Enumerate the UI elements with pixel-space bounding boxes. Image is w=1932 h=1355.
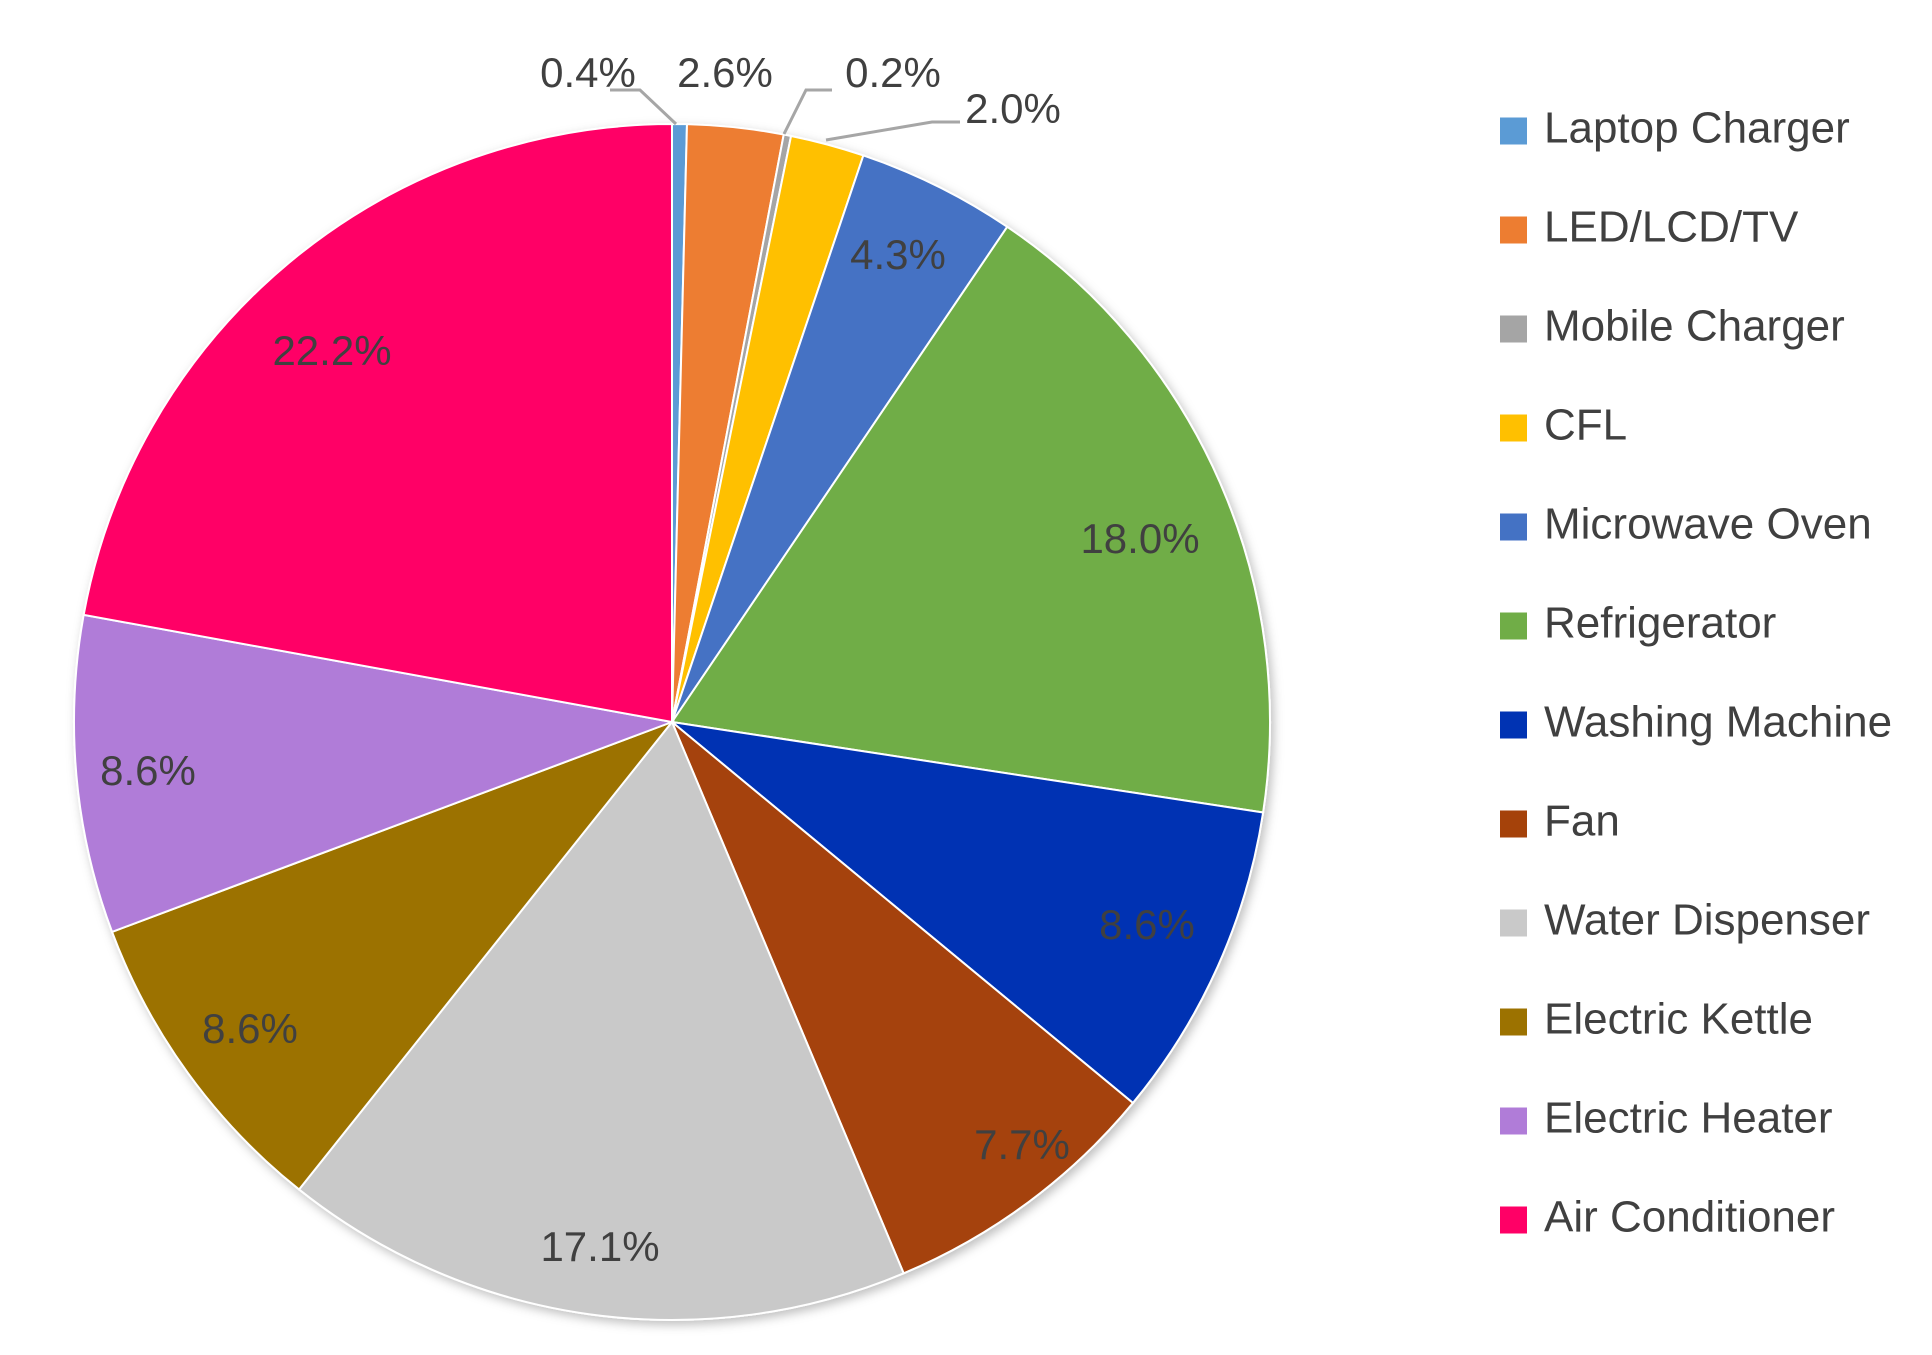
data-label-microwave-oven: 4.3% bbox=[850, 231, 946, 278]
leader-line-cfl bbox=[825, 120, 960, 142]
legend-item-fan: Fan bbox=[1500, 797, 1620, 846]
legend-label-water-dispenser: Water Dispenser bbox=[1544, 896, 1870, 945]
legend-swatch-refrigerator bbox=[1500, 612, 1527, 640]
leader-line-mobile-charger bbox=[782, 88, 832, 135]
legend: Laptop Charger LED/LCD/TV Mobile Charger CF… bbox=[1500, 104, 1892, 1242]
legend-label-mobile-charger: Mobile Charger bbox=[1544, 302, 1845, 351]
legend-swatch-mobile-charger bbox=[1500, 315, 1527, 343]
pie-slice-electric-heater bbox=[73, 613, 676, 934]
legend-label-laptop-charger: Laptop Charger bbox=[1544, 104, 1850, 153]
legend-item-led-lcd-tv: LED/LCD/TV bbox=[1500, 203, 1799, 252]
legend-label-air-conditioner: Air Conditioner bbox=[1544, 1193, 1835, 1242]
pie-slice-fan bbox=[671, 721, 1135, 1275]
data-label-electric-kettle: 8.6% bbox=[202, 1005, 298, 1052]
legend-item-cfl: CFL bbox=[1500, 401, 1627, 450]
legend-swatch-cfl bbox=[1500, 414, 1527, 442]
legend-item-washing-machine: Washing Machine bbox=[1500, 698, 1892, 747]
data-label-air-conditioner: 22.2% bbox=[272, 327, 391, 374]
data-label-led-lcd-tv: 2.6% bbox=[677, 49, 773, 96]
legend-swatch-electric-heater bbox=[1500, 1107, 1527, 1135]
data-label-fan: 7.7% bbox=[974, 1121, 1070, 1168]
legend-item-water-dispenser: Water Dispenser bbox=[1500, 896, 1870, 945]
legend-item-laptop-charger: Laptop Charger bbox=[1500, 104, 1850, 153]
leader-lines bbox=[610, 88, 960, 142]
data-label-mobile-charger: 0.2% bbox=[845, 49, 941, 96]
legend-swatch-fan bbox=[1500, 810, 1527, 838]
data-label-washing-machine: 8.6% bbox=[1099, 901, 1195, 948]
legend-swatch-water-dispenser bbox=[1500, 909, 1527, 937]
legend-swatch-led-lcd-tv bbox=[1500, 216, 1527, 244]
legend-swatch-washing-machine bbox=[1500, 711, 1527, 739]
legend-item-electric-heater: Electric Heater bbox=[1500, 1094, 1833, 1143]
legend-item-electric-kettle: Electric Kettle bbox=[1500, 995, 1813, 1044]
legend-item-air-conditioner: Air Conditioner bbox=[1500, 1193, 1835, 1242]
legend-swatch-air-conditioner bbox=[1500, 1206, 1527, 1234]
pie-slice-electric-kettle bbox=[110, 719, 676, 1191]
data-label-water-dispenser: 17.1% bbox=[540, 1223, 659, 1270]
data-label-laptop-charger: 0.4% bbox=[540, 49, 636, 96]
data-label-electric-heater: 8.6% bbox=[100, 747, 196, 794]
legend-label-led-lcd-tv: LED/LCD/TV bbox=[1544, 203, 1799, 252]
legend-swatch-laptop-charger bbox=[1500, 117, 1527, 145]
legend-label-washing-machine: Washing Machine bbox=[1544, 698, 1892, 747]
legend-label-refrigerator: Refrigerator bbox=[1544, 599, 1776, 648]
legend-label-electric-kettle: Electric Kettle bbox=[1544, 995, 1813, 1044]
legend-item-microwave-oven: Microwave Oven bbox=[1500, 500, 1872, 549]
pie-slice-refrigerator bbox=[670, 225, 1271, 814]
legend-label-fan: Fan bbox=[1544, 797, 1620, 846]
data-labels: 0.4% 2.6% 0.2% 2.0% 4.3% 18.0% 8.6% 7.7% 17.1% 8.… bbox=[100, 49, 1199, 1270]
legend-label-microwave-oven: Microwave Oven bbox=[1544, 500, 1872, 549]
pie-slices bbox=[73, 122, 1271, 1321]
data-label-cfl: 2.0% bbox=[965, 85, 1061, 132]
pie-slice-washing-machine bbox=[668, 720, 1265, 1105]
legend-item-refrigerator: Refrigerator bbox=[1500, 599, 1776, 648]
legend-swatch-electric-kettle bbox=[1500, 1008, 1527, 1036]
leader-line-laptop-charger bbox=[610, 88, 678, 126]
data-label-refrigerator: 18.0% bbox=[1080, 515, 1199, 562]
legend-swatch-microwave-oven bbox=[1500, 513, 1527, 541]
pie-slice-water-dispenser bbox=[297, 720, 905, 1321]
legend-label-cfl: CFL bbox=[1544, 401, 1627, 450]
pie-slice-air-conditioner bbox=[82, 122, 673, 724]
legend-item-mobile-charger: Mobile Charger bbox=[1500, 302, 1845, 351]
legend-label-electric-heater: Electric Heater bbox=[1544, 1094, 1833, 1143]
